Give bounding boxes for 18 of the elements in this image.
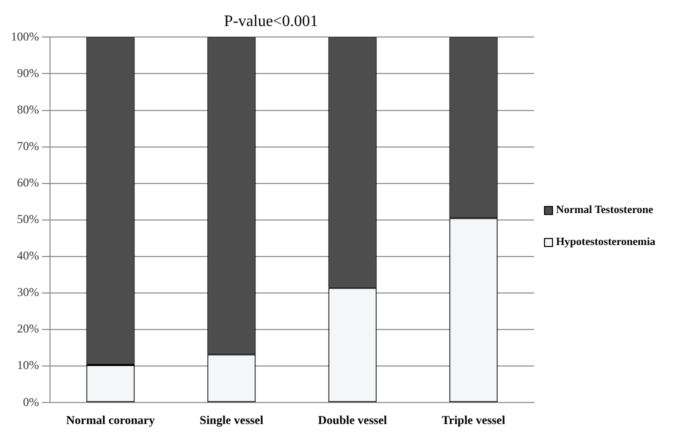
- y-tick-label: 70%: [16, 138, 39, 153]
- text: Hypotestosteronemia: [556, 236, 656, 248]
- y-tick-label: 0%: [22, 394, 39, 409]
- legend-label: Normal Testosterone: [556, 204, 654, 216]
- y-tick-label: 80%: [16, 102, 39, 116]
- y-tick-label: 30%: [16, 285, 39, 300]
- x-tick-label: Normal coronary: [66, 412, 155, 427]
- y-tick-label: 50%: [16, 212, 39, 226]
- x-tick-label: Triple vessel: [442, 412, 506, 427]
- y-tick-label: 90%: [16, 66, 39, 80]
- y-tick-label: 40%: [16, 248, 39, 263]
- y-tick-label: 10%: [16, 358, 39, 372]
- chart-title: P-value<0.001: [224, 12, 318, 30]
- x-tick-label: Double vessel: [318, 412, 388, 427]
- y-tick-label: 20%: [16, 322, 39, 336]
- y-tick-label: 100%: [10, 29, 39, 44]
- y-tick-label: 60%: [16, 176, 39, 190]
- x-tick-label: Single vessel: [200, 412, 264, 427]
